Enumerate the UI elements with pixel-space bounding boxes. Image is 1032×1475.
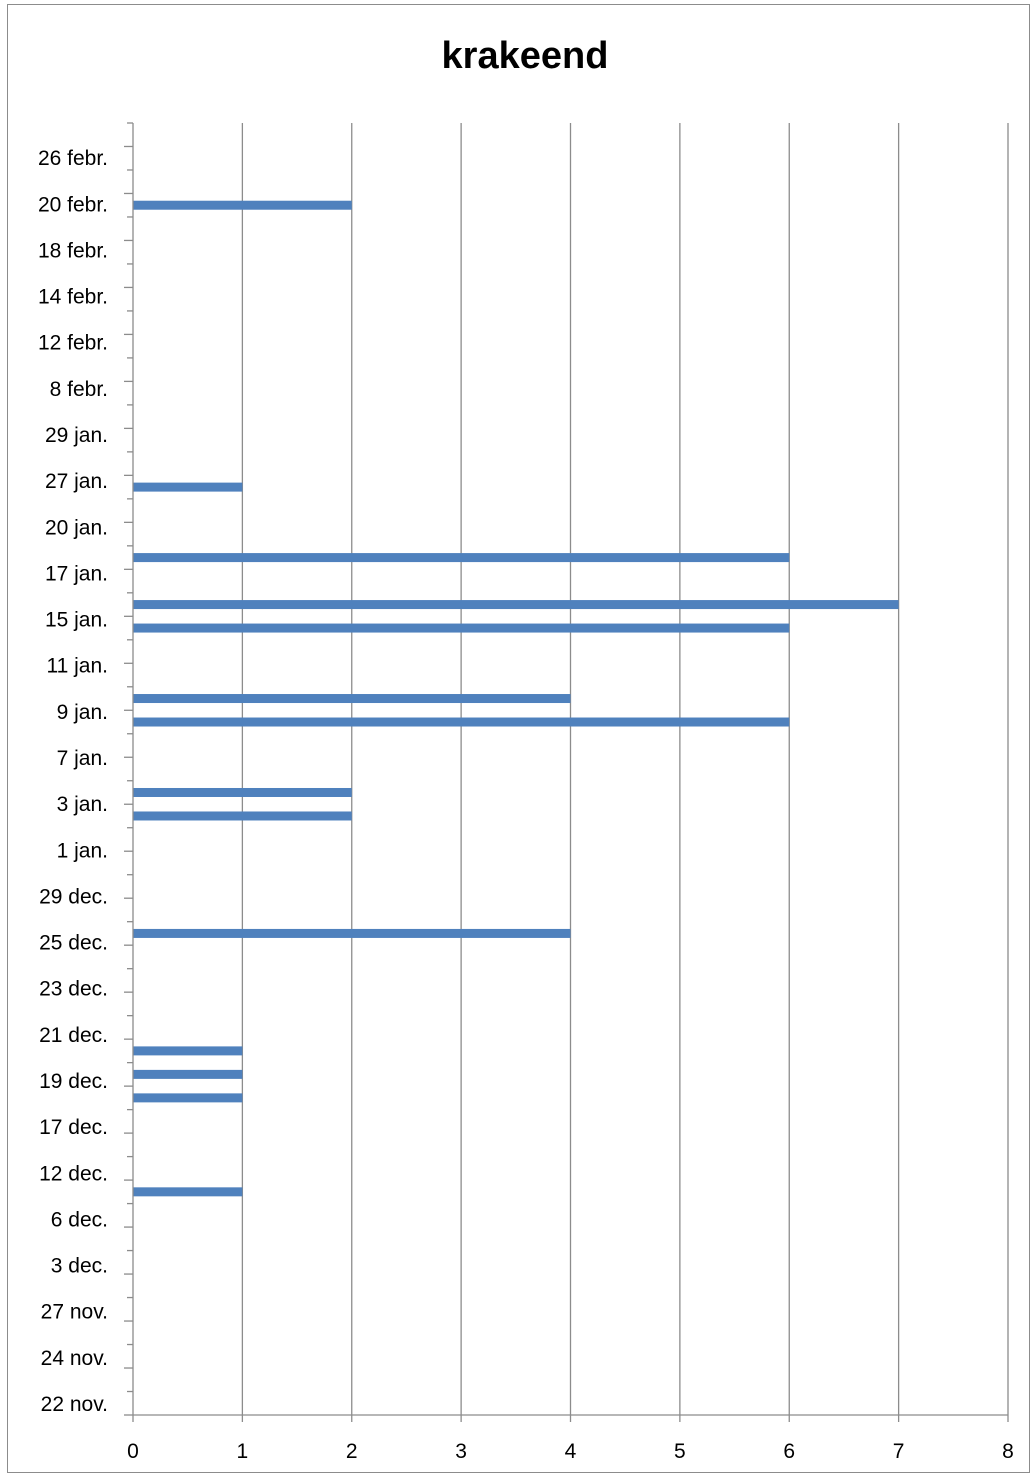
y-tick-label: 6 dec. xyxy=(51,1208,108,1231)
bar xyxy=(133,1093,243,1103)
x-tick-label: 5 xyxy=(674,1440,686,1463)
grid-layer xyxy=(241,123,1009,1415)
bar xyxy=(133,787,352,797)
x-tick-label: 0 xyxy=(127,1440,139,1463)
x-tick-label: 8 xyxy=(1002,1440,1014,1463)
x-tick-label: 4 xyxy=(565,1440,577,1463)
bar xyxy=(133,1069,243,1079)
y-tick-label: 3 dec. xyxy=(51,1255,108,1278)
bar xyxy=(133,928,571,938)
y-tick-label: 17 dec. xyxy=(39,1116,108,1139)
y-tick-label: 11 jan. xyxy=(47,655,109,678)
y-tick-label: 27 jan. xyxy=(45,470,108,493)
y-tick-label: 18 febr. xyxy=(38,239,108,262)
y-tick-label: 7 jan. xyxy=(57,747,108,770)
chart-frame xyxy=(7,4,1030,1473)
bar xyxy=(133,1187,243,1197)
y-tick-label: 3 jan. xyxy=(57,793,108,816)
bar xyxy=(133,623,790,633)
y-tick-label: 25 dec. xyxy=(39,932,108,955)
y-tick-label: 27 nov. xyxy=(41,1301,108,1324)
bar xyxy=(133,811,352,821)
y-tick-label: 20 jan. xyxy=(45,516,108,539)
y-tick-label: 22 nov. xyxy=(41,1393,108,1416)
y-tick-label: 29 jan. xyxy=(45,424,108,447)
axis-layer xyxy=(124,122,1009,1422)
y-tick-label: 12 febr. xyxy=(38,332,108,355)
y-tick-label: 8 febr. xyxy=(50,378,108,401)
y-tick-label: 15 jan. xyxy=(45,609,108,632)
y-tick-label: 17 jan. xyxy=(45,562,108,585)
bar xyxy=(133,482,243,492)
y-tick-label: 9 jan. xyxy=(57,701,108,724)
bar xyxy=(133,717,790,727)
y-tick-label: 23 dec. xyxy=(39,978,108,1001)
y-tick-label: 14 febr. xyxy=(38,286,108,309)
x-tick-label: 3 xyxy=(455,1440,467,1463)
bar xyxy=(133,553,790,563)
y-tick-label: 1 jan. xyxy=(57,839,108,862)
bar xyxy=(133,200,352,210)
y-tick-label: 26 febr. xyxy=(38,147,108,170)
bar xyxy=(133,694,571,704)
x-tick-label: 1 xyxy=(237,1440,249,1463)
y-tick-label: 12 dec. xyxy=(39,1162,108,1185)
y-tick-label: 19 dec. xyxy=(39,1070,108,1093)
bar-layer xyxy=(133,200,899,1197)
y-tick-label: 20 febr. xyxy=(38,193,108,216)
x-tick-label: 2 xyxy=(346,1440,358,1463)
x-tick-label: 7 xyxy=(893,1440,905,1463)
x-tick-label: 6 xyxy=(783,1440,795,1463)
bar xyxy=(133,600,899,610)
bar xyxy=(133,1046,243,1056)
y-tick-label: 21 dec. xyxy=(39,1024,108,1047)
y-tick-label: 29 dec. xyxy=(39,885,108,908)
label-layer: 0 1 2 3 4 5 6 7 8 22 nov. 24 nov. 27 nov. 3 dec. 6 de… xyxy=(38,147,1014,1463)
chart-title: krakeend xyxy=(442,35,609,77)
y-tick-label: 24 nov. xyxy=(41,1347,108,1370)
